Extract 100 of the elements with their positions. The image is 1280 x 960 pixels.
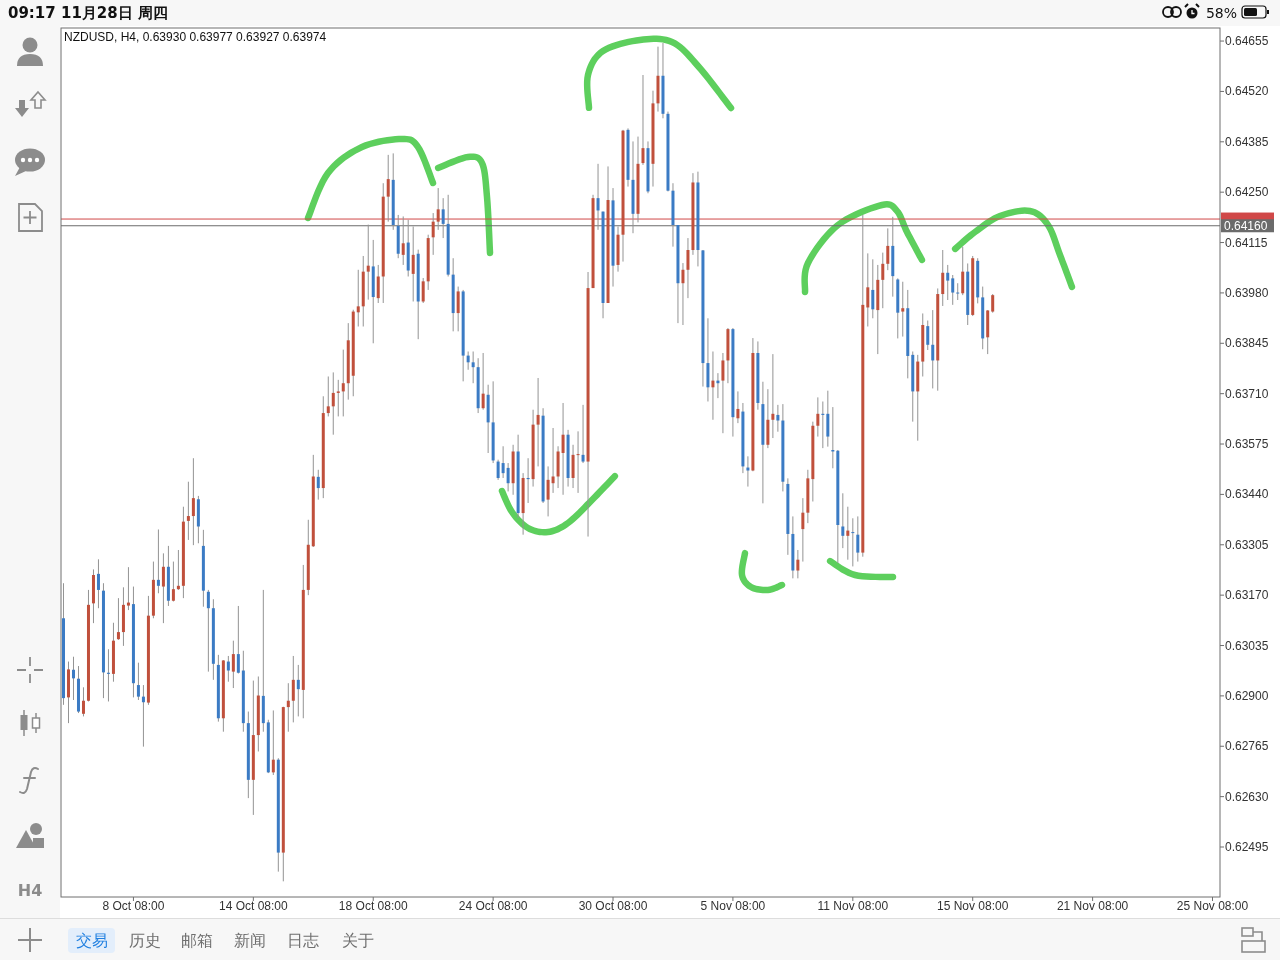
text: H4 <box>17 881 43 900</box>
y-tick-label: 0.63710 <box>1225 386 1269 401</box>
candlestick <box>226 655 230 683</box>
y-tick-label: 0.64520 <box>1225 84 1269 99</box>
candlestick <box>466 351 470 371</box>
candlestick <box>801 497 805 563</box>
candlestick <box>191 457 195 546</box>
candlestick <box>506 462 510 492</box>
candlestick <box>641 74 645 166</box>
x-tick-label: 15 Nov 08:00 <box>937 899 1009 913</box>
candlestick <box>886 227 890 271</box>
y-tick-label: 0.63575 <box>1225 437 1269 452</box>
x-tick-label: 30 Oct 08:00 <box>578 899 648 913</box>
candlestick <box>271 709 275 776</box>
candlestick <box>796 549 800 579</box>
candlestick <box>401 215 405 266</box>
text: 11月28日 周四 <box>61 4 168 22</box>
x-tick-label: 21 Nov 08:00 <box>1056 899 1129 913</box>
candlestick <box>326 376 330 417</box>
candlestick <box>851 517 855 567</box>
candlestick <box>386 154 390 223</box>
y-tick-label: 0.62495 <box>1225 840 1269 854</box>
candlestick <box>931 309 935 389</box>
candlestick <box>411 226 415 302</box>
candlestick <box>71 656 75 701</box>
candlestick <box>926 320 930 351</box>
candlestick <box>496 459 500 481</box>
text: 09:17 <box>8 4 56 22</box>
candlestick <box>536 377 540 467</box>
candlestick <box>481 352 485 411</box>
text: 日志 <box>287 931 319 950</box>
x-tick-label: 11 Nov 08:00 <box>817 899 889 913</box>
candlestick <box>376 264 380 304</box>
candlestick <box>81 686 85 717</box>
y-tick-label: 0.64250 <box>1225 185 1269 200</box>
candlestick <box>681 262 685 326</box>
candlestick <box>826 390 830 448</box>
candlestick <box>331 371 335 436</box>
y-tick-label: 0.62765 <box>1225 739 1269 754</box>
candlestick <box>941 249 945 307</box>
candlestick <box>721 352 725 434</box>
candlestick <box>746 455 750 488</box>
y-tick-label: 0.63170 <box>1225 588 1269 603</box>
y-tick-label: 0.63035 <box>1225 638 1269 653</box>
candlestick <box>471 351 475 384</box>
candlestick <box>206 589 210 673</box>
candlestick <box>841 492 845 549</box>
candlestick <box>951 274 955 306</box>
candlestick <box>901 281 905 338</box>
candlestick <box>106 648 110 702</box>
candlestick <box>546 465 550 517</box>
y-tick-label: 0.64385 <box>1225 134 1269 149</box>
candlestick <box>431 212 435 256</box>
candlestick <box>816 396 820 438</box>
candlestick <box>231 640 235 689</box>
candlestick <box>116 597 120 641</box>
candlestick <box>286 682 290 733</box>
candlestick <box>771 353 775 439</box>
candlestick <box>571 444 575 489</box>
y-tick-label: 0.62630 <box>1225 789 1269 804</box>
candlestick <box>946 264 950 301</box>
candlestick <box>711 351 715 421</box>
candlestick <box>526 457 530 504</box>
text: 关于 <box>342 931 374 950</box>
candlestick <box>821 400 825 449</box>
x-tick-label: 5 Nov 08:00 <box>700 899 766 913</box>
y-tick-label: 0.64655 <box>1225 34 1269 49</box>
y-tick-label: 0.64115 <box>1225 235 1268 250</box>
candlestick <box>776 404 780 433</box>
candlestick <box>846 506 850 561</box>
candlestick <box>366 224 370 301</box>
candlestick <box>561 402 565 496</box>
candlestick <box>136 662 140 701</box>
candlestick <box>501 445 505 479</box>
candlestick <box>316 469 320 501</box>
candlestick <box>296 664 300 717</box>
x-tick-label: 24 Oct 08:00 <box>458 899 528 913</box>
candlestick <box>576 430 580 494</box>
x-tick-label: 25 Nov 08:00 <box>1176 899 1249 913</box>
y-tick-label: 0.62900 <box>1225 688 1269 703</box>
candlestick <box>421 277 425 304</box>
candlestick <box>686 237 690 299</box>
y-tick-label: 0.63980 <box>1225 285 1269 300</box>
text: 新闻 <box>234 931 266 950</box>
y-tick-label: 0.63845 <box>1225 336 1269 351</box>
candlestick <box>356 269 360 327</box>
candlestick <box>291 655 295 723</box>
candlestick <box>236 605 240 674</box>
candlestick <box>156 528 160 594</box>
candlestick <box>856 515 860 563</box>
candlestick <box>126 566 130 611</box>
candlestick <box>161 552 165 624</box>
candlestick <box>96 558 100 609</box>
candlestick <box>176 549 180 591</box>
chart-title: NZDUSD, H4, 0.63930 0.63977 0.63927 0.63974 <box>64 30 327 44</box>
candlestick <box>866 252 870 327</box>
x-tick-label: 18 Oct 08:00 <box>338 899 408 913</box>
candlestick <box>171 561 175 602</box>
candlestick <box>736 390 740 424</box>
text: 历史 <box>129 931 161 950</box>
